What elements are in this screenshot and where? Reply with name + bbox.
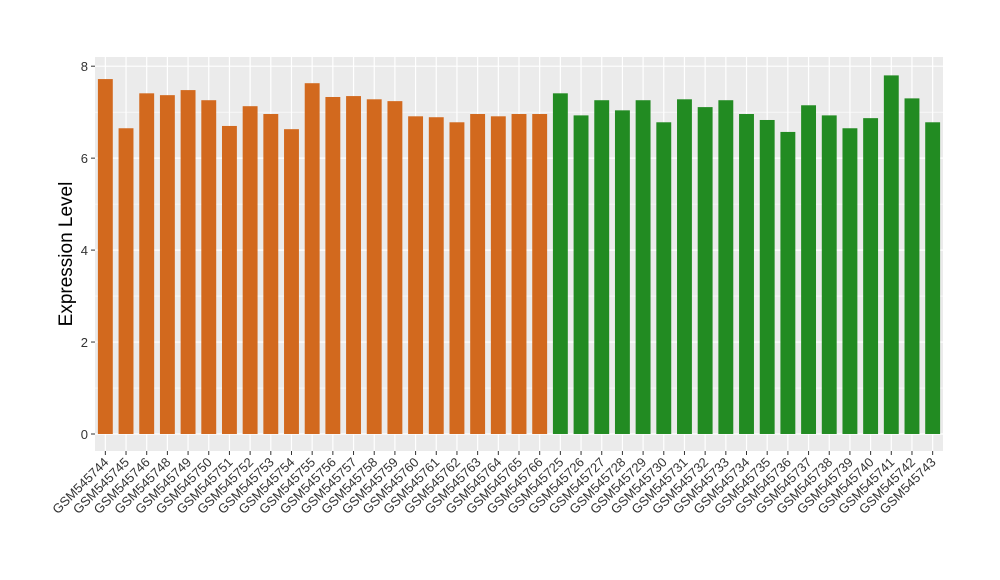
bar xyxy=(97,79,113,434)
bar xyxy=(573,115,589,434)
bar xyxy=(242,106,258,434)
y-axis-label: Expression Level xyxy=(56,182,77,327)
bar xyxy=(718,100,734,434)
bar xyxy=(863,118,879,434)
bar xyxy=(470,114,486,434)
bar xyxy=(821,115,837,434)
bar xyxy=(263,114,279,434)
bar xyxy=(780,131,796,434)
bar xyxy=(635,100,651,434)
bar xyxy=(284,129,299,434)
y-tick-label: 2 xyxy=(81,335,88,350)
bar xyxy=(511,114,527,434)
bar xyxy=(677,99,692,434)
bar xyxy=(201,100,217,434)
bar xyxy=(221,125,237,434)
bar xyxy=(801,105,817,434)
bar xyxy=(159,95,175,434)
bar xyxy=(428,117,444,434)
y-tick-label: 0 xyxy=(81,427,88,442)
bar xyxy=(118,128,134,434)
bar xyxy=(552,93,568,434)
bar xyxy=(490,116,506,434)
y-tick-label: 4 xyxy=(81,243,88,258)
bar xyxy=(656,122,672,434)
bar xyxy=(304,83,320,434)
bar xyxy=(325,96,341,434)
bar xyxy=(614,110,630,434)
bar xyxy=(408,116,424,434)
y-tick-label: 8 xyxy=(81,59,88,74)
bar xyxy=(346,96,361,434)
bar xyxy=(594,100,610,434)
bar xyxy=(739,114,754,434)
bar xyxy=(842,128,858,434)
bar xyxy=(883,75,899,434)
bar xyxy=(387,101,403,434)
bar xyxy=(759,119,775,434)
y-tick-label: 6 xyxy=(81,151,88,166)
bar xyxy=(366,99,382,434)
bar xyxy=(449,122,465,434)
bar xyxy=(697,107,713,434)
bar xyxy=(180,90,196,434)
bar xyxy=(904,98,920,434)
bar xyxy=(925,122,941,434)
bar xyxy=(139,93,155,434)
bar xyxy=(532,114,548,434)
